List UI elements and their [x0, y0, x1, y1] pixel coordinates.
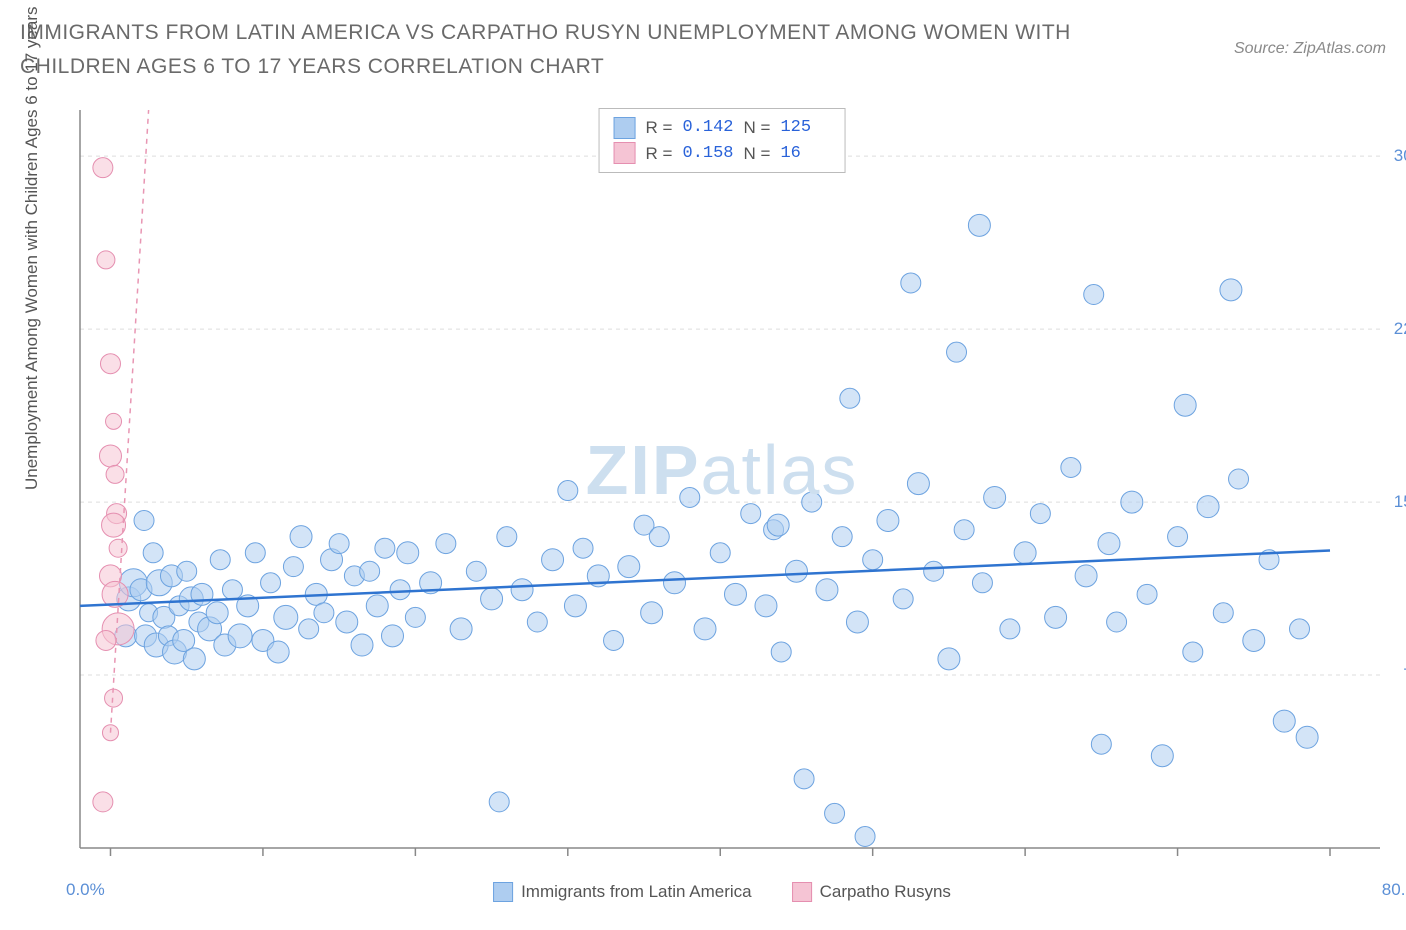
source-label: Source: ZipAtlas.com [1234, 40, 1386, 58]
legend-row-1: R =0.142 N =125 [614, 115, 831, 141]
y-tick-label: 15.0% [1394, 492, 1406, 512]
y-tick-label: 22.5% [1394, 319, 1406, 339]
legend-item-1: Immigrants from Latin America [493, 882, 752, 902]
chart-area: Unemployment Among Women with Children A… [62, 100, 1382, 870]
correlation-legend: R =0.142 N =125 R =0.158 N = 16 [599, 108, 846, 173]
swatch-pink-icon [792, 882, 812, 902]
legend-item-2: Carpatho Rusyns [792, 882, 951, 902]
y-axis-label: Unemployment Among Women with Children A… [22, 7, 42, 491]
swatch-blue [614, 117, 636, 139]
swatch-blue-icon [493, 882, 513, 902]
swatch-pink [614, 142, 636, 164]
x-min-label: 0.0% [66, 880, 105, 900]
x-max-label: 80.0% [1382, 880, 1406, 900]
legend-label-1: Immigrants from Latin America [521, 882, 752, 902]
legend-row-2: R =0.158 N = 16 [614, 141, 831, 167]
chart-title: IMMIGRANTS FROM LATIN AMERICA VS CARPATH… [20, 16, 1120, 83]
r-value-1: 0.142 [682, 115, 733, 141]
n-value-2: 16 [780, 141, 830, 167]
r-value-2: 0.158 [682, 141, 733, 167]
n-value-1: 125 [780, 115, 830, 141]
y-tick-label: 30.0% [1394, 146, 1406, 166]
scatter-plot [62, 100, 1382, 870]
legend-label-2: Carpatho Rusyns [820, 882, 951, 902]
bottom-legend: Immigrants from Latin America Carpatho R… [493, 882, 951, 902]
